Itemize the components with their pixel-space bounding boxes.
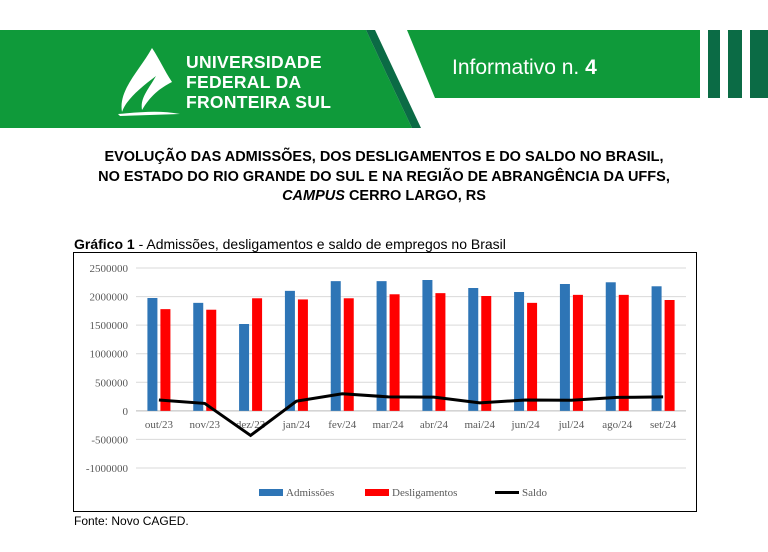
x-tick-label: out/23 bbox=[145, 419, 174, 431]
bar-admissões bbox=[147, 298, 158, 411]
logo-line: FRONTEIRA SUL bbox=[186, 92, 332, 112]
ufs-logo-icon bbox=[118, 48, 180, 116]
bar-admissões bbox=[193, 302, 204, 411]
bar-desligamentos bbox=[297, 299, 308, 411]
chart-svg: 2500000 2000000 1500000 1000000 500000 0 -5000… bbox=[86, 263, 686, 499]
info-label: Informativo n. bbox=[452, 56, 580, 79]
title-campus-name: CERRO LARGO, RS bbox=[344, 188, 486, 204]
x-tick-label: nov/23 bbox=[189, 419, 220, 431]
logo-line: UNIVERSIDADE bbox=[186, 52, 322, 72]
bar-admissões bbox=[376, 281, 387, 411]
page-title: EVOLUÇÃO DAS ADMISSÕES, DOS DESLIGAMENTO… bbox=[0, 148, 768, 207]
x-tick-label: mai/24 bbox=[464, 419, 495, 431]
bar-desligamentos bbox=[572, 294, 583, 411]
line-saldo bbox=[158, 392, 664, 438]
x-tick-label: fev/24 bbox=[328, 419, 357, 431]
legend-swatch bbox=[259, 489, 283, 496]
y-tick-label: 1000000 bbox=[90, 349, 129, 361]
x-tick-label: jul/24 bbox=[558, 419, 585, 431]
title-line: CAMPUS CERRO LARGO, RS bbox=[0, 187, 768, 207]
source-note: Fonte: Novo CAGED. bbox=[74, 514, 189, 528]
bar-admissões bbox=[468, 288, 479, 411]
bar-admissões bbox=[422, 280, 433, 411]
bar-admissões bbox=[330, 281, 341, 411]
x-tick-label: abr/24 bbox=[420, 419, 449, 431]
info-number: 4 bbox=[585, 56, 597, 79]
header-banner bbox=[0, 30, 768, 128]
legend-label: Desligamentos bbox=[392, 487, 457, 499]
y-tick-label: 500000 bbox=[95, 377, 129, 389]
title-line: NO ESTADO DO RIO GRANDE DO SUL E NA REGI… bbox=[98, 168, 670, 185]
legend-label: Saldo bbox=[522, 487, 548, 499]
title-campus: CAMPUS bbox=[282, 188, 345, 204]
bar-desligamentos bbox=[481, 296, 492, 411]
y-tick-label: -500000 bbox=[91, 434, 128, 446]
caption-label: Gráfico 1 bbox=[74, 236, 135, 252]
chart-caption: Gráfico 1 - Admissões, desligamentos e s… bbox=[74, 236, 506, 252]
legend-label: Admissões bbox=[286, 487, 334, 499]
bar-desligamentos bbox=[618, 294, 629, 411]
bar-admissões bbox=[605, 282, 616, 411]
bar-admissões bbox=[239, 324, 250, 411]
bar-admissões bbox=[284, 290, 295, 411]
bar-admissões bbox=[514, 292, 525, 411]
x-tick-label: ago/24 bbox=[602, 419, 632, 431]
informativo-label: Informativo n. 4 bbox=[452, 56, 597, 80]
x-tick-label: set/24 bbox=[650, 419, 677, 431]
x-tick-label: mar/24 bbox=[372, 419, 404, 431]
caption-text: - Admissões, desligamentos e saldo de em… bbox=[134, 236, 506, 252]
title-line: EVOLUÇÃO DAS ADMISSÕES, DOS DESLIGAMENTO… bbox=[104, 149, 664, 165]
bar-desligamentos bbox=[664, 300, 675, 411]
y-tick-label: 2500000 bbox=[90, 263, 129, 275]
chart-container: 2500000 2000000 1500000 1000000 500000 0 -5000… bbox=[73, 252, 697, 512]
bar-desligamentos bbox=[527, 302, 538, 411]
bar-desligamentos bbox=[160, 309, 171, 411]
bar-admissões bbox=[651, 286, 662, 411]
y-tick-label: -1000000 bbox=[86, 463, 129, 475]
university-name: UNIVERSIDADE FEDERAL DA FRONTEIRA SUL bbox=[186, 52, 331, 112]
bar-desligamentos bbox=[343, 298, 354, 411]
x-tick-label: jan/24 bbox=[282, 419, 311, 431]
bar-desligamentos bbox=[435, 293, 446, 411]
y-tick-label: 1500000 bbox=[90, 320, 129, 332]
bar-desligamentos bbox=[389, 294, 400, 411]
bar-desligamentos bbox=[206, 309, 217, 411]
x-tick-label: jun/24 bbox=[511, 419, 541, 431]
logo-line: FEDERAL DA bbox=[186, 72, 302, 92]
bar-desligamentos bbox=[252, 298, 263, 411]
y-tick-label: 0 bbox=[123, 406, 129, 418]
legend-swatch bbox=[365, 489, 389, 496]
y-tick-label: 2000000 bbox=[90, 292, 129, 304]
bar-admissões bbox=[559, 284, 570, 411]
